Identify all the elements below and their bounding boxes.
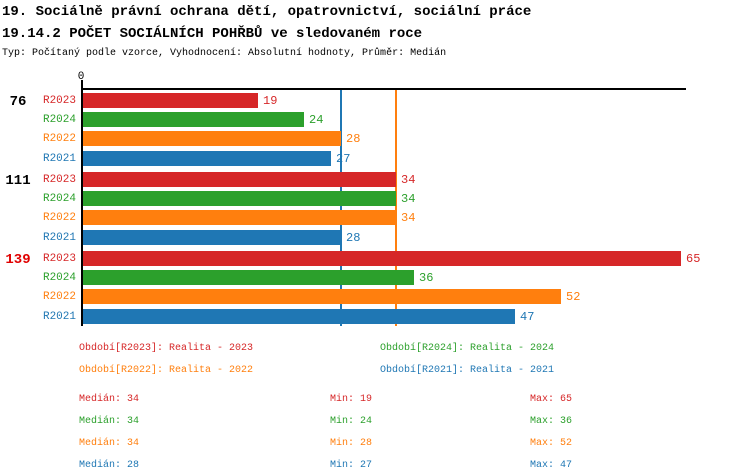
bar-value-label: 24 xyxy=(309,113,324,127)
row-label-r2024: R2024 xyxy=(42,193,76,205)
bar-76-r2021 xyxy=(83,151,331,166)
bar-value-label: 65 xyxy=(686,252,701,266)
stat-median-r2022: Medián: 34 xyxy=(79,438,140,449)
bar-value-label: 52 xyxy=(566,290,581,304)
legend-item-r2022: Období[R2022]: Realita - 2022 xyxy=(79,365,254,376)
row-label-r2023: R2023 xyxy=(42,95,76,107)
group-label-111: 111 xyxy=(5,173,31,189)
stat-min-r2022: Min: 28 xyxy=(330,438,373,449)
bar-value-label: 28 xyxy=(346,132,361,146)
row-label-r2022: R2022 xyxy=(42,133,76,145)
row-label-r2023: R2023 xyxy=(42,253,76,265)
bar-139-r2021 xyxy=(83,309,515,324)
chart-meta: Typ: Počítaný podle vzorce, Vyhodnocení:… xyxy=(2,48,447,59)
bar-value-label: 47 xyxy=(520,310,535,324)
x-axis-line xyxy=(82,88,686,90)
stat-max-r2024: Max: 36 xyxy=(530,416,573,427)
bar-value-label: 34 xyxy=(401,192,416,206)
row-label-r2022: R2022 xyxy=(42,212,76,224)
bar-76-r2022 xyxy=(83,131,341,146)
stat-min-r2023: Min: 19 xyxy=(330,394,373,405)
group-label-76: 76 xyxy=(9,94,27,110)
bar-111-r2024 xyxy=(83,191,396,206)
bar-139-r2023 xyxy=(83,251,681,266)
stat-min-r2024: Min: 24 xyxy=(330,416,373,427)
row-label-r2023: R2023 xyxy=(42,174,76,186)
bar-value-label: 34 xyxy=(401,211,416,225)
group-label-139: 139 xyxy=(5,252,31,268)
bar-111-r2022 xyxy=(83,210,396,225)
row-label-r2021: R2021 xyxy=(42,153,76,165)
reference-line-r2021 xyxy=(340,89,342,326)
legend-item-r2023: Období[R2023]: Realita - 2023 xyxy=(79,343,254,354)
stat-min-r2021: Min: 27 xyxy=(330,460,373,471)
bar-111-r2021 xyxy=(83,230,341,245)
row-label-r2022: R2022 xyxy=(42,291,76,303)
stat-median-r2024: Medián: 34 xyxy=(79,416,140,427)
bar-value-label: 27 xyxy=(336,152,351,166)
stat-median-r2023: Medián: 34 xyxy=(79,394,140,405)
reference-line-r2022 xyxy=(395,89,397,326)
row-label-r2021: R2021 xyxy=(42,311,76,323)
page-title: 19. Sociálně právní ochrana dětí, opatro… xyxy=(2,4,532,20)
bar-value-label: 34 xyxy=(401,173,416,187)
stat-median-r2021: Medián: 28 xyxy=(79,460,140,471)
row-label-r2021: R2021 xyxy=(42,232,76,244)
legend-item-r2021: Období[R2021]: Realita - 2021 xyxy=(380,365,555,376)
y-axis-line xyxy=(81,80,83,326)
stat-max-r2021: Max: 47 xyxy=(530,460,573,471)
bar-139-r2022 xyxy=(83,289,561,304)
row-label-r2024: R2024 xyxy=(42,272,76,284)
bar-value-label: 36 xyxy=(419,271,434,285)
stat-max-r2023: Max: 65 xyxy=(530,394,573,405)
legend-item-r2024: Období[R2024]: Realita - 2024 xyxy=(380,343,555,354)
bar-value-label: 28 xyxy=(346,231,361,245)
chart-title: 19.14.2 POČET SOCIÁLNÍCH POHŘBŮ ve sledo… xyxy=(2,26,423,42)
bar-value-label: 19 xyxy=(263,94,278,108)
bar-111-r2023 xyxy=(83,172,396,187)
bar-139-r2024 xyxy=(83,270,414,285)
stat-max-r2022: Max: 52 xyxy=(530,438,573,449)
bar-76-r2023 xyxy=(83,93,258,108)
bar-76-r2024 xyxy=(83,112,304,127)
row-label-r2024: R2024 xyxy=(42,114,76,126)
x-axis-origin-label: 0 xyxy=(77,71,85,83)
